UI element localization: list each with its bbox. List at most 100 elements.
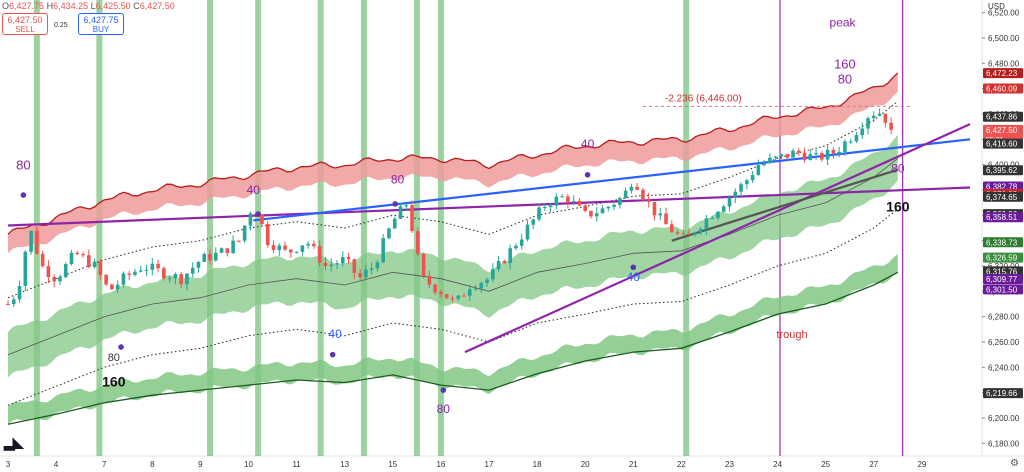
candle	[785, 154, 790, 158]
candle	[519, 239, 524, 246]
candle	[658, 213, 663, 216]
candle	[444, 294, 449, 299]
y-tick-label: 6,180.00	[988, 439, 1020, 448]
candle	[796, 150, 801, 153]
candle	[283, 245, 287, 250]
candle	[762, 162, 766, 166]
candle	[6, 304, 10, 305]
candle	[225, 248, 230, 254]
candle	[485, 279, 489, 283]
candle	[641, 189, 645, 199]
candle	[698, 228, 703, 233]
price-label-box	[983, 388, 1023, 399]
x-tick-label: 7	[102, 460, 107, 469]
candle	[381, 238, 385, 263]
candle	[150, 263, 155, 270]
candle	[756, 165, 761, 176]
price-label-box	[983, 111, 1023, 122]
candle	[889, 122, 893, 130]
candle	[208, 253, 212, 261]
candle	[456, 295, 461, 299]
cycle-marker	[255, 0, 262, 456]
x-tick-label: 27	[869, 460, 878, 469]
price-label: 6,338.73	[986, 238, 1018, 247]
candle	[294, 251, 299, 253]
cycle-dot	[20, 192, 27, 198]
price-label: 6,395.62	[986, 166, 1018, 175]
buy-button[interactable]: 6,427.75 BUY	[78, 13, 124, 35]
annotation-label: peak	[830, 16, 857, 30]
candle	[69, 252, 74, 265]
candle	[450, 298, 455, 300]
candle	[710, 218, 714, 220]
candle	[606, 206, 611, 209]
x-tick-label: 21	[629, 460, 638, 469]
price-label: 6,315.76	[986, 267, 1018, 276]
x-tick-label: 18	[533, 460, 542, 469]
time-axis[interactable]: 3 4 7 8 9 10 11 13 15 16 17 18 20 21 22 23 24 25 27 29	[6, 460, 927, 469]
candle	[110, 284, 114, 290]
candle	[387, 228, 391, 239]
price-label: 6,427.50	[986, 126, 1018, 135]
candle	[531, 219, 536, 225]
price-label: 6,219.66	[986, 389, 1018, 398]
candle	[525, 224, 530, 240]
candle	[416, 231, 420, 254]
candle	[352, 259, 357, 274]
candle	[739, 184, 743, 192]
candle	[854, 135, 859, 142]
candle	[652, 201, 657, 216]
candle	[202, 253, 207, 262]
candle	[196, 261, 201, 268]
cycle-marker	[413, 0, 420, 456]
close-key: C	[133, 1, 140, 11]
candle	[115, 284, 120, 290]
trendlines[interactable]: -2.236 (6,446.00)	[7, 93, 971, 354]
candle	[635, 186, 639, 190]
sell-button[interactable]: 6,427.50 SELL	[2, 13, 48, 35]
cycle-dot	[255, 211, 261, 217]
price-label-box	[983, 68, 1023, 79]
candle	[629, 186, 634, 191]
candle	[179, 274, 183, 285]
candle	[439, 292, 443, 295]
low-value: 6,425.50	[95, 1, 131, 11]
price-bands	[7, 72, 899, 425]
price-axis[interactable]: 6,520.006,500.006,480.006,460.006,440.00…	[982, 2, 1023, 448]
upper-band-edge	[7, 72, 899, 235]
buy-label: BUY	[92, 25, 110, 34]
candle	[46, 266, 51, 278]
candle	[462, 295, 466, 297]
candle	[571, 201, 576, 203]
cycle-dot	[329, 351, 336, 358]
x-tick-label: 25	[821, 460, 830, 469]
cycle-marker	[437, 0, 444, 456]
price-label-box	[983, 237, 1023, 248]
candle	[704, 218, 709, 229]
open-value: 6,427.75	[9, 1, 45, 11]
price-label: 6,437.86	[986, 113, 1018, 122]
candle	[548, 205, 553, 208]
candle	[87, 255, 91, 267]
middle-band	[8, 134, 898, 378]
candle	[323, 262, 328, 267]
x-tick-label: 13	[340, 460, 349, 469]
candle	[329, 264, 334, 267]
candle	[427, 276, 432, 285]
candle	[479, 282, 484, 289]
x-tick-label: 15	[388, 460, 397, 469]
annotation-label: 160	[886, 199, 910, 215]
price-label-box	[983, 138, 1023, 149]
candle	[421, 253, 426, 277]
gear-icon[interactable]: ⚙	[1010, 458, 1019, 469]
annotation-label: 80	[16, 158, 30, 173]
candle	[779, 154, 784, 157]
candle	[133, 271, 137, 275]
candle	[237, 240, 241, 242]
candle	[289, 249, 293, 253]
sell-label: SELL	[15, 25, 35, 34]
annotation-label: 160	[102, 373, 126, 389]
midline	[7, 157, 899, 356]
